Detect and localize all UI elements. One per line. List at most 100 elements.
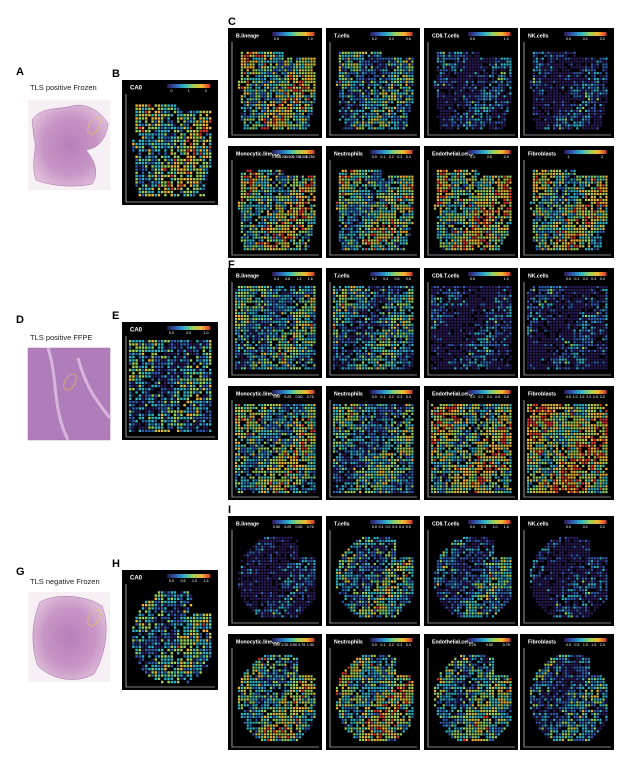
panel-axes: [231, 648, 319, 748]
panel-title: B.lineage: [236, 33, 259, 39]
spot-layer: [529, 654, 608, 742]
colorbar-tick-label: 0.000: [272, 155, 281, 159]
panel-title: Endothelial.cells: [432, 151, 473, 157]
colorbar-tick-label: 0.0: [470, 525, 475, 529]
panel-axes: [427, 282, 515, 376]
colorbar: [167, 574, 211, 578]
colorbar: [272, 638, 315, 642]
colorbar-tick-label: 0.00: [273, 525, 280, 529]
panel-axes: [329, 648, 417, 748]
panel-title: CA0: [130, 576, 143, 582]
colorbar-tick-label: 0.0: [372, 395, 377, 399]
colorbar: [370, 32, 413, 36]
panel-title: Neutrophils: [334, 151, 363, 157]
colorbar-tick-label: 0.8: [285, 277, 290, 281]
colorbar-tick-label: 2: [601, 155, 603, 159]
spot-layer: [235, 286, 316, 370]
colorbar-tick-label: 1.5: [204, 579, 209, 583]
colorbar-tick-label: 1.5: [591, 643, 596, 647]
colorbar-tick-label: 0.0: [372, 155, 377, 159]
colorbar-tick-label: 0.25: [281, 643, 288, 647]
spot-layer: [532, 654, 608, 739]
colorbar-tick-label: 1.0: [504, 37, 509, 41]
colorbar: [564, 520, 607, 524]
panel-title: B.lineage: [236, 521, 259, 527]
panel-background: [520, 634, 614, 750]
spot-layer: [338, 654, 414, 742]
he-caption: TLS positive FFPE: [30, 333, 93, 342]
colorbar: [370, 272, 413, 276]
colorbar: [564, 150, 607, 154]
colorbar-tick-label: 0.0: [470, 395, 475, 399]
panel-letter: H: [112, 558, 120, 570]
colorbar-tick-label: 2.0: [600, 643, 605, 647]
spot-layer: [129, 340, 212, 432]
spot-layer: [433, 536, 512, 618]
spot-layer: [431, 286, 512, 370]
panel-background: [122, 322, 218, 440]
spot-layer: [541, 663, 602, 742]
colorbar-tick-label: 0.0: [566, 643, 571, 647]
panel-title: CD8.T.cells: [432, 273, 460, 279]
colorbar-tick-label: 0.8: [406, 277, 411, 281]
panel-title: CA0: [130, 328, 143, 334]
colorbar-tick-label: 0.5: [566, 395, 571, 399]
colorbar-tick-label: 0.25: [284, 395, 291, 399]
panel-axes: [329, 160, 417, 256]
panel-title: T.cells: [334, 521, 350, 527]
colorbar: [564, 390, 607, 394]
spot-layer: [433, 51, 512, 130]
spot-layer: [129, 340, 212, 432]
colorbar: [468, 272, 511, 276]
spot-layer: [240, 654, 316, 742]
spot-layer: [436, 654, 512, 742]
colorbar: [272, 272, 315, 276]
panel-background: [520, 516, 614, 626]
colorbar-tick-label: 0.0: [566, 525, 571, 529]
colorbar-tick-label: 0.750: [292, 155, 301, 159]
spot-layer: [527, 286, 608, 370]
colorbar-tick-label: 0.4: [383, 277, 388, 281]
panel-title: NK.cells: [528, 521, 549, 527]
spot-layer: [129, 340, 212, 432]
spot-layer: [235, 404, 316, 494]
colorbar: [370, 150, 413, 154]
he-image: [27, 347, 112, 441]
panel-background: [228, 516, 322, 626]
panel-axes: [231, 530, 319, 624]
colorbar-tick-label: 0.4: [600, 277, 605, 281]
he-streak: [46, 347, 112, 441]
panel-title: CD8.T.cells: [432, 33, 460, 39]
colorbar-tick-label: 0.1: [574, 277, 579, 281]
panel-letter: A: [16, 66, 24, 78]
colorbar-tick-label: 1.000: [299, 155, 308, 159]
colorbar-tick-label: 0.3: [397, 395, 402, 399]
panel-background: [424, 634, 518, 750]
colorbar-tick-label: 0.6: [406, 37, 411, 41]
panel-title: T.cells: [334, 273, 350, 279]
panel-axes: [231, 42, 319, 136]
colorbar-tick-label: 0.4: [399, 525, 404, 529]
spot-layer: [240, 169, 313, 248]
spot-layer: [527, 286, 608, 370]
panel-axes: [329, 42, 417, 136]
he-image: [28, 592, 110, 682]
panel-title: Fibroblasts: [528, 151, 556, 157]
colorbar-tick-label: 0.6: [394, 277, 399, 281]
spot-layer: [529, 51, 608, 130]
colorbar-tick-label: 0.2: [385, 525, 390, 529]
spot-layer: [237, 663, 316, 742]
colorbar-tick-label: 0.50: [486, 643, 493, 647]
panel-background: [122, 80, 218, 205]
colorbar-tick-label: 0.5: [406, 525, 411, 529]
spot-layer: [240, 172, 313, 251]
colorbar-tick-label: 0.4: [406, 155, 411, 159]
panel-background: [326, 516, 420, 626]
spot-layer: [338, 80, 341, 83]
he-image: [28, 100, 110, 190]
colorbar-tick-label: 0.0: [372, 525, 377, 529]
panel-axes: [329, 400, 417, 498]
colorbar-tick-label: 0.5: [574, 643, 579, 647]
panel-axes: [125, 584, 215, 688]
colorbar-tick-label: 0.3: [397, 643, 402, 647]
